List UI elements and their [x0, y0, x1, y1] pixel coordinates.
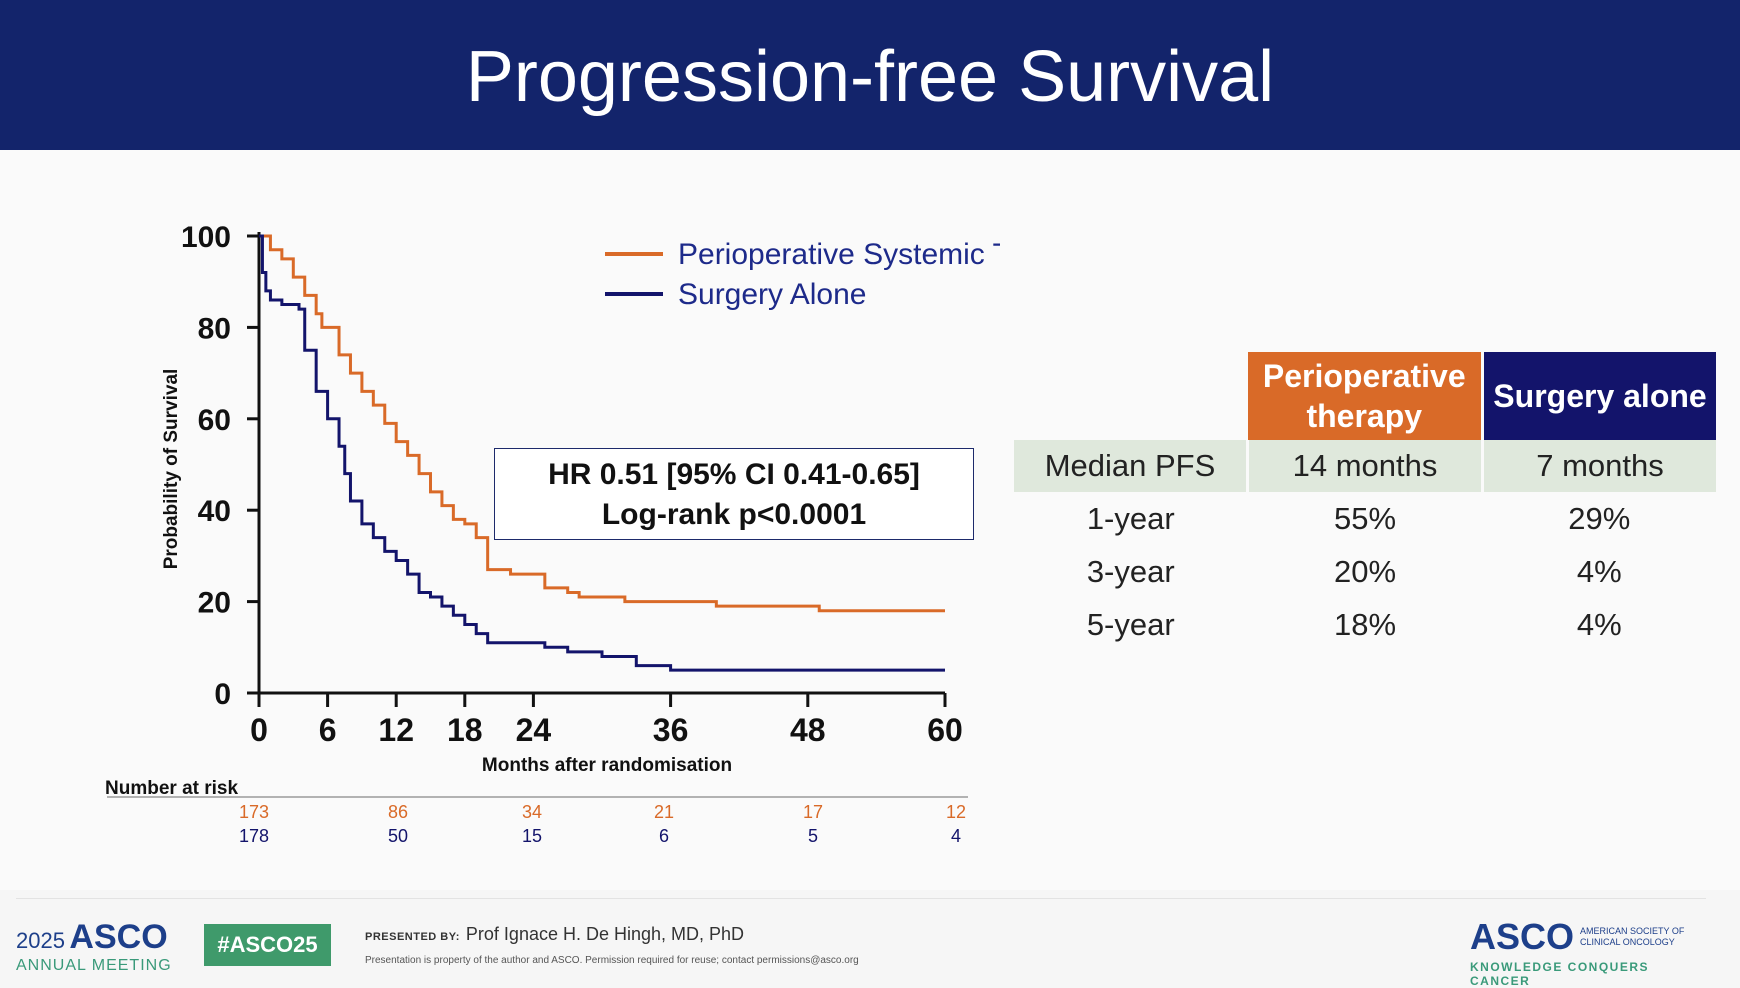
- x-tick-label: 48: [790, 712, 826, 748]
- x-axis-label: Months after randomisation: [482, 755, 732, 776]
- legend-label-perioperative: Perioperative Systemic Therapy: [678, 238, 1000, 271]
- x-tick-label: 36: [653, 712, 689, 748]
- x-tick-label: 24: [516, 712, 552, 748]
- logo-annual-meeting: ANNUAL MEETING: [16, 957, 172, 974]
- society-tagline: KNOWLEDGE CONQUERS CANCER: [1470, 960, 1650, 988]
- risk-count-surgery: 6: [659, 826, 669, 846]
- km-chart: 0 20 40 60 80 100 0 6 12 18 24 36 48 60 Months after r…: [105, 221, 1000, 846]
- table-row-median: Median PFS 14 months 7 months: [1014, 440, 1716, 492]
- x-tick-label: 60: [927, 712, 963, 748]
- number-at-risk-label: Number at risk: [105, 778, 238, 799]
- y-axis-label: Probability of Survival: [161, 369, 182, 570]
- y-tick-label: 40: [198, 495, 231, 528]
- risk-count-surgery: 178: [239, 826, 269, 846]
- y-tick-label: 20: [198, 587, 231, 620]
- logo-year: 2025: [16, 928, 65, 953]
- table-cell: 4%: [1576, 606, 1622, 642]
- risk-count-perioperative: 21: [654, 802, 674, 822]
- property-note: Presentation is property of the author a…: [365, 955, 859, 966]
- table-cell: 14 months: [1246, 440, 1483, 492]
- table-header-perioperative: Perioperative therapy: [1247, 352, 1484, 440]
- table-row-3-year: 3-year 20% 4%: [1014, 545, 1716, 598]
- hashtag-badge: #ASCO25: [204, 924, 331, 966]
- risk-count-surgery: 5: [808, 826, 818, 846]
- x-tick-label: 6: [319, 712, 337, 748]
- table-cell: 7 months: [1481, 440, 1716, 492]
- y-tick-label: 100: [181, 221, 231, 254]
- table-header-empty: [1014, 352, 1248, 440]
- table-cell: 18%: [1333, 606, 1397, 642]
- risk-count-perioperative: 17: [803, 802, 823, 822]
- table-cell: 55%: [1333, 500, 1397, 536]
- risk-count-surgery: 15: [522, 826, 542, 846]
- table-cell: 3-year: [1086, 553, 1175, 589]
- risk-count-perioperative: 173: [239, 802, 269, 822]
- risk-count-surgery: 4: [951, 826, 961, 846]
- risk-count-perioperative: 12: [946, 802, 966, 822]
- table-row-1-year: 1-year 55% 29%: [1014, 492, 1716, 545]
- table-cell: 29%: [1568, 500, 1631, 536]
- presenter-name: Prof Ignace H. De Hingh, MD, PhD: [465, 924, 745, 944]
- x-tick-label: 18: [447, 712, 483, 748]
- presented-by-label: PRESENTED BY:: [365, 931, 460, 943]
- hr-annotation-box: HR 0.51 [95% CI 0.41-0.65] Log-rank p<0.…: [494, 448, 974, 540]
- table-cell: Median PFS: [1014, 440, 1248, 492]
- km-curve-perioperative: [259, 234, 945, 613]
- slide-title: Progression-free Survival: [465, 37, 1275, 117]
- asco-annual-meeting-logo: 2025 ASCO ANNUAL MEETING: [16, 918, 172, 975]
- society-name: AMERICAN SOCIETY OF CLINICAL ONCOLOGY: [1580, 926, 1685, 947]
- y-tick-label: 80: [198, 312, 231, 345]
- y-tick-label: 60: [198, 404, 231, 437]
- logo-asco: ASCO: [69, 918, 168, 956]
- logrank-text: Log-rank p<0.0001: [601, 498, 867, 531]
- table-header-surgery: Surgery alone: [1482, 352, 1716, 440]
- footer-divider: [16, 898, 1706, 899]
- risk-count-perioperative: 34: [522, 802, 542, 822]
- table-row-5-year: 5-year 18% 4%: [1014, 598, 1716, 651]
- y-tick-label: 0: [214, 678, 231, 711]
- legend-label-surgery: Surgery Alone: [678, 278, 866, 311]
- table-cell: 1-year: [1086, 500, 1175, 536]
- risk-count-surgery: 50: [388, 826, 408, 846]
- society-asco: ASCO: [1470, 916, 1575, 957]
- km-curve-surgery: [259, 234, 945, 672]
- risk-count-perioperative: 86: [388, 802, 408, 822]
- asco-society-logo: ASCO AMERICAN SOCIETY OF CLINICAL ONCOLOG…: [1470, 916, 1710, 988]
- hr-text: HR 0.51 [95% CI 0.41-0.65]: [548, 458, 920, 491]
- x-tick-label: 0: [250, 712, 268, 748]
- table-cell: 20%: [1333, 553, 1397, 589]
- pfs-summary-table: Perioperative therapy Surgery alone Medi…: [1014, 352, 1716, 651]
- table-cell: 5-year: [1086, 606, 1175, 642]
- x-tick-label: 12: [378, 712, 414, 748]
- presented-by: PRESENTED BY: Prof Ignace H. De Hingh, MD…: [365, 924, 744, 945]
- table-cell: 4%: [1576, 553, 1622, 589]
- slide-header: Progression-free Survival: [0, 0, 1740, 150]
- table-header-row: Perioperative therapy Surgery alone: [1014, 352, 1716, 440]
